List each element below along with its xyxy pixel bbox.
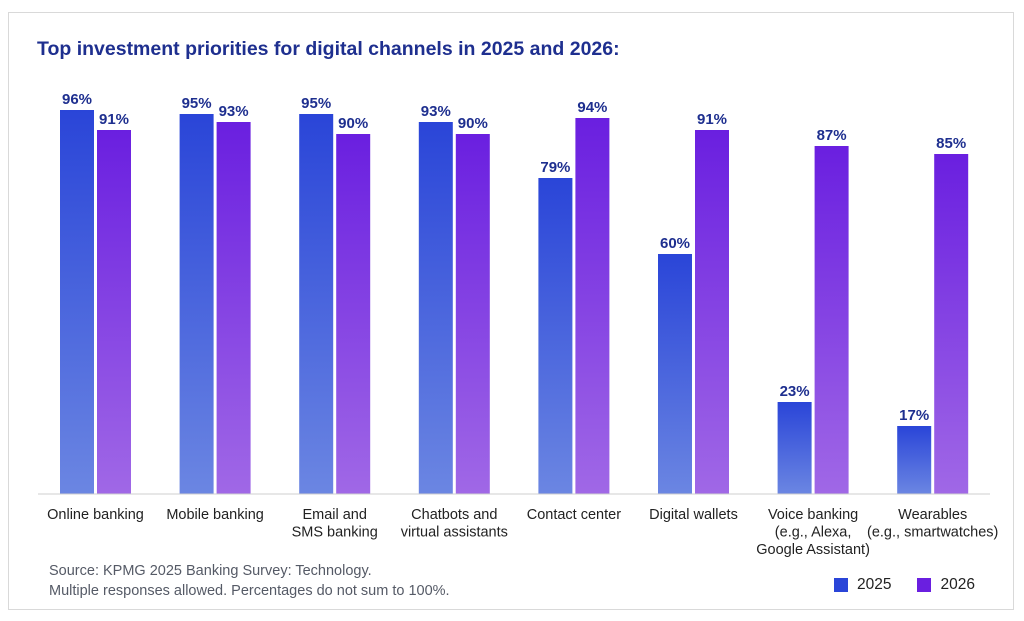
footnote: Source: KPMG 2025 Banking Survey: Techno… bbox=[49, 561, 450, 601]
data-label-2025-contact-center: 79% bbox=[540, 159, 570, 176]
legend-swatch-2025 bbox=[834, 578, 848, 592]
category-label-online-banking: Online banking bbox=[47, 507, 144, 523]
legend-item-2026: 2026 bbox=[917, 576, 975, 594]
category-label-mobile-banking: Mobile banking bbox=[166, 507, 264, 523]
data-label-2025-chatbots-and-virtual-assistants: 93% bbox=[421, 103, 451, 120]
legend-label-2025: 2025 bbox=[857, 576, 892, 593]
data-label-2025-mobile-banking: 95% bbox=[182, 95, 212, 112]
category-label-contact-center: Contact center bbox=[527, 507, 621, 523]
bar-2025-email-and-sms-banking bbox=[299, 114, 334, 494]
bar-2026-contact-center bbox=[575, 118, 610, 494]
bar-2025-mobile-banking bbox=[179, 114, 214, 494]
bar-2026-wearables-e-g-smartwatches bbox=[934, 154, 969, 494]
bar-2025-digital-wallets bbox=[658, 254, 692, 494]
data-label-2025-digital-wallets: 60% bbox=[660, 235, 690, 252]
bar-2026-mobile-banking bbox=[216, 122, 251, 494]
footnote-note: Multiple responses allowed. Percentages … bbox=[49, 583, 450, 599]
bar-2025-voice-banking-e-g-alexa-google-assistant bbox=[777, 402, 812, 494]
data-label-2026-wearables-e-g-smartwatches: 85% bbox=[936, 135, 966, 152]
data-label-2026-digital-wallets: 91% bbox=[697, 111, 727, 128]
bar-2026-email-and-sms-banking bbox=[336, 134, 371, 494]
data-label-2025-online-banking: 96% bbox=[62, 91, 92, 108]
bar-2026-online-banking bbox=[97, 130, 131, 494]
data-label-2025-voice-banking-e-g-alexa-google-assistant: 23% bbox=[780, 383, 810, 400]
category-label-digital-wallets: Digital wallets bbox=[649, 507, 738, 523]
data-label-2026-contact-center: 94% bbox=[577, 99, 607, 116]
category-label-chatbots-and-virtual-assistants: Chatbots and virtual assistants bbox=[401, 507, 508, 541]
legend-swatch-2026 bbox=[917, 578, 932, 592]
category-label-email-and-sms-banking: Email and SMS banking bbox=[292, 507, 378, 541]
category-label-wearables-e-g-smartwatches: Wearables (e.g., smartwatches) bbox=[867, 507, 998, 541]
legend-label-2026: 2026 bbox=[940, 576, 975, 593]
data-label-2025-wearables-e-g-smartwatches: 17% bbox=[899, 407, 929, 424]
bar-2025-chatbots-and-virtual-assistants bbox=[418, 122, 453, 494]
bar-2025-wearables-e-g-smartwatches bbox=[897, 426, 932, 494]
category-label-voice-banking-e-g-alexa-google-assistant: Voice banking (e.g., Alexa, Google Assista… bbox=[756, 507, 870, 558]
bar-2026-chatbots-and-virtual-assistants bbox=[455, 134, 490, 494]
data-label-2026-mobile-banking: 93% bbox=[219, 103, 249, 120]
data-label-2026-online-banking: 91% bbox=[99, 111, 129, 128]
bar-2025-online-banking bbox=[60, 110, 94, 494]
footnote-source: Source: KPMG 2025 Banking Survey: Techno… bbox=[49, 563, 372, 579]
bar-2026-voice-banking-e-g-alexa-google-assistant bbox=[814, 146, 849, 494]
legend: 2025 2026 bbox=[834, 576, 975, 594]
bar-2025-contact-center bbox=[538, 178, 573, 494]
data-label-2026-voice-banking-e-g-alexa-google-assistant: 87% bbox=[817, 127, 847, 144]
data-label-2025-email-and-sms-banking: 95% bbox=[301, 95, 331, 112]
legend-item-2025: 2025 bbox=[834, 576, 891, 594]
chart-title: Top investment priorities for digital ch… bbox=[37, 38, 620, 60]
data-label-2026-email-and-sms-banking: 90% bbox=[338, 115, 368, 132]
bar-2026-digital-wallets bbox=[695, 130, 729, 494]
data-label-2026-chatbots-and-virtual-assistants: 90% bbox=[458, 115, 488, 132]
